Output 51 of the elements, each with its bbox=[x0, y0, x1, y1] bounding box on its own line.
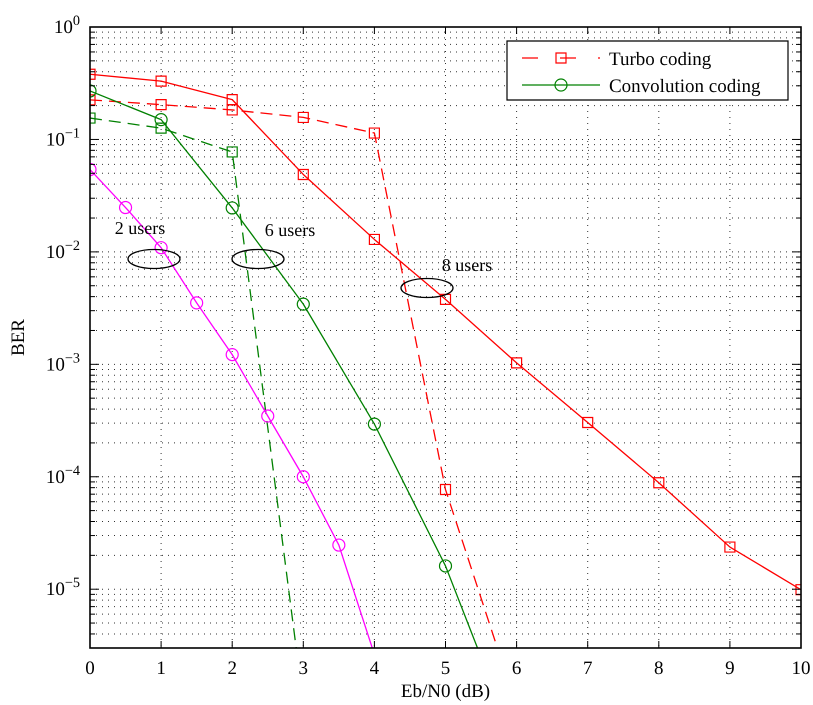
legend-label: Convolution coding bbox=[609, 76, 761, 97]
point bbox=[368, 418, 381, 431]
point bbox=[511, 357, 522, 368]
point bbox=[156, 76, 167, 87]
x-tick-label: 0 bbox=[85, 658, 95, 679]
x-tick-label: 5 bbox=[440, 658, 450, 679]
y-tick-label: 10$^{−2}$ bbox=[46, 238, 80, 263]
point bbox=[440, 484, 452, 496]
point bbox=[298, 168, 309, 180]
x-tick-label: 6 bbox=[512, 658, 522, 679]
x-tick-label: 7 bbox=[582, 658, 592, 679]
point bbox=[440, 294, 452, 305]
point bbox=[261, 409, 274, 423]
x-tick-label: 1 bbox=[156, 658, 166, 679]
point bbox=[724, 541, 736, 553]
point bbox=[368, 234, 380, 246]
annotation: 8 users bbox=[442, 255, 492, 275]
point bbox=[226, 104, 238, 116]
x-tick-label: 10 bbox=[792, 658, 810, 679]
point bbox=[156, 99, 167, 110]
y-tick-label: 10$^{−5}$ bbox=[46, 575, 80, 600]
point bbox=[368, 127, 380, 139]
point bbox=[296, 298, 310, 311]
point bbox=[582, 416, 594, 428]
point bbox=[156, 122, 167, 134]
point bbox=[154, 113, 168, 126]
point bbox=[154, 241, 168, 254]
point bbox=[190, 296, 204, 310]
point bbox=[296, 470, 310, 484]
point bbox=[298, 112, 309, 124]
annotation: 6 users bbox=[264, 220, 316, 240]
y-axis-title: BER bbox=[8, 318, 29, 356]
x-tick-label: 9 bbox=[725, 658, 735, 679]
point bbox=[332, 538, 346, 552]
legend-label: Turbo coding bbox=[609, 49, 712, 70]
point bbox=[438, 559, 452, 573]
y-tick-label: 10$^{−4}$ bbox=[46, 462, 80, 488]
y-tick-label: 10$^{0}$ bbox=[54, 13, 80, 38]
point bbox=[226, 94, 238, 106]
y-tick-label: 10$^{−1}$ bbox=[46, 125, 80, 150]
point bbox=[118, 200, 132, 214]
x-tick-label: 4 bbox=[370, 658, 380, 679]
x-tick-label: 3 bbox=[298, 658, 308, 679]
point bbox=[653, 477, 664, 488]
point bbox=[226, 146, 238, 158]
point bbox=[226, 201, 239, 215]
x-tick-label: 8 bbox=[654, 658, 664, 679]
x-tick-label: 2 bbox=[227, 658, 237, 679]
x-axis-title: Eb/N0 (dB) bbox=[400, 681, 490, 702]
point bbox=[226, 348, 239, 362]
y-tick-label: 10$^{−3}$ bbox=[46, 350, 80, 376]
